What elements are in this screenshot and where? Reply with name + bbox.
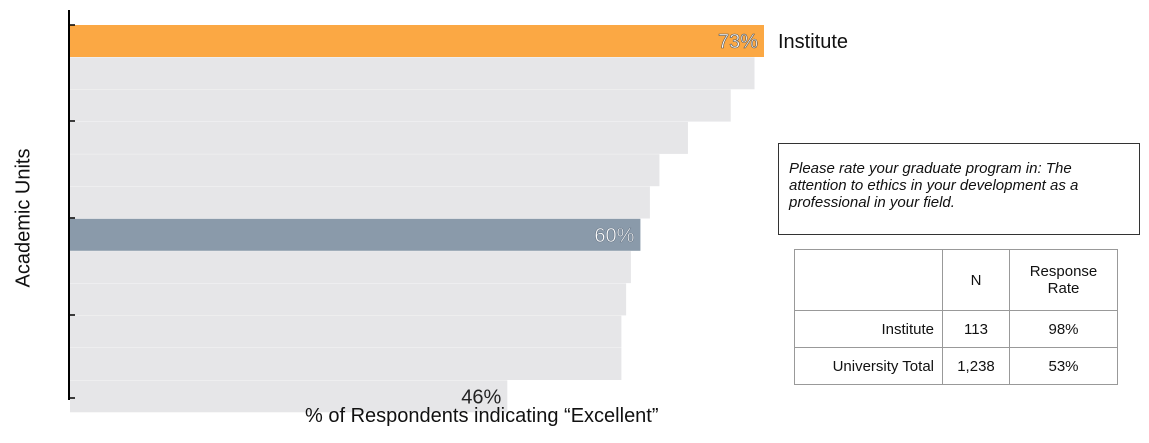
stats-row-n: 113 <box>942 310 1010 348</box>
bar-category-label: Institute <box>778 31 848 53</box>
stats-header-label <box>794 249 943 311</box>
bar <box>70 251 631 284</box>
bar-value-label: 46% <box>461 386 501 408</box>
bar <box>70 154 660 187</box>
bar <box>70 380 508 413</box>
bar <box>70 57 755 90</box>
stats-row-n: 1,238 <box>942 347 1010 385</box>
stats-row: Institute 113 98% <box>794 310 1118 348</box>
bar <box>70 89 731 122</box>
stats-row-label: University Total <box>794 347 943 385</box>
stats-header-row: N Response Rate <box>794 249 1118 311</box>
bar <box>70 25 764 57</box>
bar-value-label: 60% <box>594 225 634 247</box>
stats-table: N Response Rate Institute 113 98% Univer… <box>794 249 1118 385</box>
bar <box>70 121 688 154</box>
stats-header-n: N <box>942 249 1010 311</box>
x-axis-label: % of Respondents indicating “Excellent” <box>305 405 659 427</box>
bar-value-label: 73% <box>718 31 758 53</box>
bar <box>70 186 650 219</box>
y-axis-label: Academic Units <box>12 148 35 288</box>
stats-row-rate: 53% <box>1009 347 1118 385</box>
stats-row-label: Institute <box>794 310 943 348</box>
stats-header-rate: Response Rate <box>1009 249 1118 311</box>
question-box: Please rate your graduate program in: Th… <box>778 143 1140 235</box>
bar <box>70 218 641 251</box>
bar <box>70 315 622 348</box>
stats-row: University Total 1,238 53% <box>794 347 1118 385</box>
bar <box>70 283 627 316</box>
stats-row-rate: 98% <box>1009 310 1118 348</box>
bar <box>70 348 622 380</box>
